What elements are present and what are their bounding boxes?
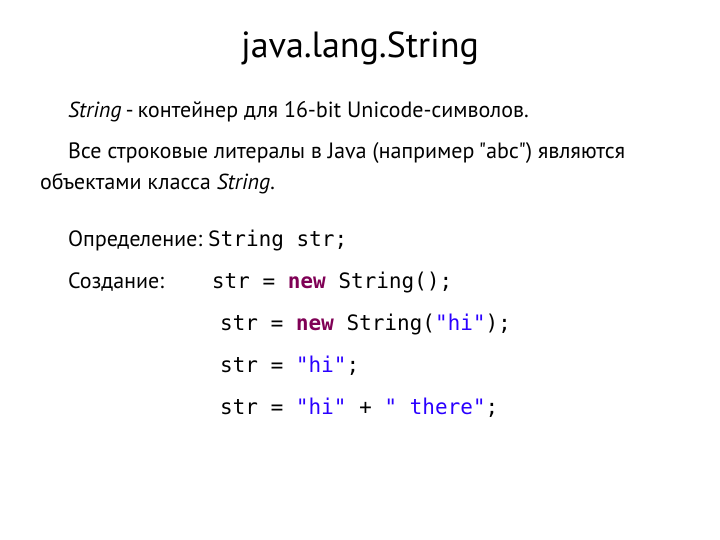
code-snippet: str = new String(); <box>212 269 452 293</box>
code-text: String(); <box>326 269 452 293</box>
para2-em: String <box>217 168 270 196</box>
slide: java.lang.String String - контейнер для … <box>0 0 720 540</box>
string-italic: String <box>68 96 121 124</box>
create-line-2: str = new String("hi"); <box>220 309 680 337</box>
definition-label: Определение: <box>68 225 202 253</box>
string-literal: "hi" <box>435 311 486 335</box>
code-text: ; <box>486 395 499 419</box>
create-line-1: Создание: str = new String(); <box>68 267 680 295</box>
create-label: Создание: <box>68 267 206 295</box>
code-snippet: str = "hi" + " there"; <box>220 395 498 419</box>
code-text: + <box>346 395 384 419</box>
slide-title: java.lang.String <box>40 20 680 67</box>
code-text: str = <box>220 311 296 335</box>
para2-post: . <box>270 168 275 196</box>
code-snippet: str = "hi"; <box>220 353 359 377</box>
definition-line: Определение: String str; <box>68 225 680 253</box>
keyword-new: new <box>288 269 326 293</box>
code-text: str = <box>212 269 288 293</box>
code-text: str = <box>220 395 296 419</box>
string-literal: "hi" <box>296 395 347 419</box>
code-text: ; <box>346 353 359 377</box>
create-line-4: str = "hi" + " there"; <box>220 393 680 421</box>
paragraph-1: String - контейнер для 16-bit Unicode-си… <box>40 95 680 126</box>
code-text: ); <box>486 311 511 335</box>
code-text: str = <box>220 353 296 377</box>
string-literal: " there" <box>384 395 485 419</box>
code-snippet: str = new String("hi"); <box>220 311 511 335</box>
code-block: Определение: String str; Создание: str =… <box>68 225 680 421</box>
code-text: String( <box>334 311 435 335</box>
create-line-3: str = "hi"; <box>220 351 680 379</box>
string-literal: "hi" <box>296 353 347 377</box>
definition-code: String str; <box>208 227 347 251</box>
paragraph-2: Все строковые литералы в Java (например … <box>40 136 680 198</box>
para2-pre: Все строковые литералы в Java (например … <box>40 137 625 196</box>
keyword-new: new <box>296 311 334 335</box>
para1-text: - контейнер для 16-bit Unicode-символов. <box>121 96 528 124</box>
